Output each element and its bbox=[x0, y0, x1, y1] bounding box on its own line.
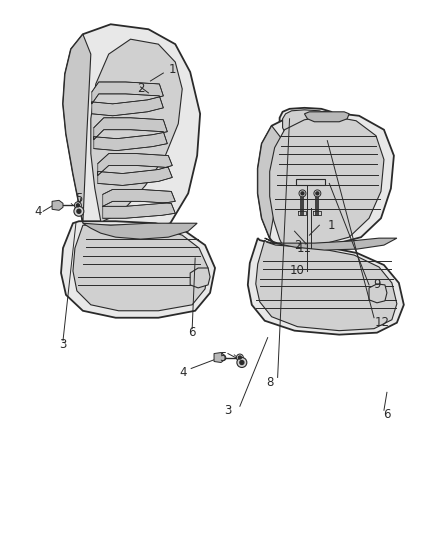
Polygon shape bbox=[83, 223, 197, 239]
Circle shape bbox=[314, 190, 321, 197]
Circle shape bbox=[299, 190, 306, 197]
Polygon shape bbox=[283, 110, 331, 140]
Text: 4: 4 bbox=[180, 366, 187, 379]
Polygon shape bbox=[270, 116, 384, 246]
Polygon shape bbox=[304, 112, 349, 122]
Text: 4: 4 bbox=[35, 205, 42, 218]
Text: 1: 1 bbox=[169, 62, 176, 76]
Polygon shape bbox=[258, 112, 394, 247]
Circle shape bbox=[74, 206, 84, 216]
Text: 11: 11 bbox=[297, 241, 312, 255]
Polygon shape bbox=[63, 25, 200, 235]
Polygon shape bbox=[248, 238, 404, 335]
Text: 1: 1 bbox=[328, 219, 335, 232]
Polygon shape bbox=[103, 189, 175, 218]
Circle shape bbox=[316, 192, 319, 195]
Polygon shape bbox=[190, 268, 210, 288]
Circle shape bbox=[76, 204, 79, 207]
Circle shape bbox=[238, 356, 241, 359]
Polygon shape bbox=[63, 34, 91, 223]
Polygon shape bbox=[314, 140, 319, 179]
Text: 3: 3 bbox=[59, 338, 67, 351]
Circle shape bbox=[74, 202, 81, 209]
Circle shape bbox=[301, 192, 304, 195]
Polygon shape bbox=[214, 352, 225, 362]
Polygon shape bbox=[52, 200, 63, 211]
Polygon shape bbox=[300, 140, 304, 179]
Polygon shape bbox=[314, 211, 321, 215]
Polygon shape bbox=[258, 126, 282, 238]
Text: 5: 5 bbox=[219, 351, 226, 364]
Circle shape bbox=[237, 358, 247, 367]
Polygon shape bbox=[369, 284, 387, 303]
Circle shape bbox=[237, 354, 244, 361]
Polygon shape bbox=[94, 118, 167, 151]
Text: 3: 3 bbox=[224, 403, 232, 417]
Polygon shape bbox=[298, 211, 307, 215]
Text: 5: 5 bbox=[75, 192, 83, 205]
Polygon shape bbox=[61, 221, 215, 318]
Polygon shape bbox=[98, 154, 172, 185]
Text: 2: 2 bbox=[137, 83, 144, 95]
Polygon shape bbox=[73, 225, 208, 311]
Text: 6: 6 bbox=[383, 408, 391, 421]
Text: 9: 9 bbox=[373, 278, 381, 292]
Polygon shape bbox=[296, 180, 325, 185]
Text: 8: 8 bbox=[266, 376, 273, 389]
Text: 12: 12 bbox=[374, 316, 389, 329]
Text: 6: 6 bbox=[188, 326, 196, 339]
Polygon shape bbox=[92, 82, 163, 116]
Circle shape bbox=[77, 209, 81, 213]
Text: 2: 2 bbox=[294, 239, 301, 252]
Circle shape bbox=[240, 360, 244, 365]
Polygon shape bbox=[256, 240, 397, 330]
Polygon shape bbox=[265, 238, 397, 250]
Text: 10: 10 bbox=[290, 264, 305, 278]
Polygon shape bbox=[91, 39, 182, 221]
Polygon shape bbox=[279, 108, 334, 142]
